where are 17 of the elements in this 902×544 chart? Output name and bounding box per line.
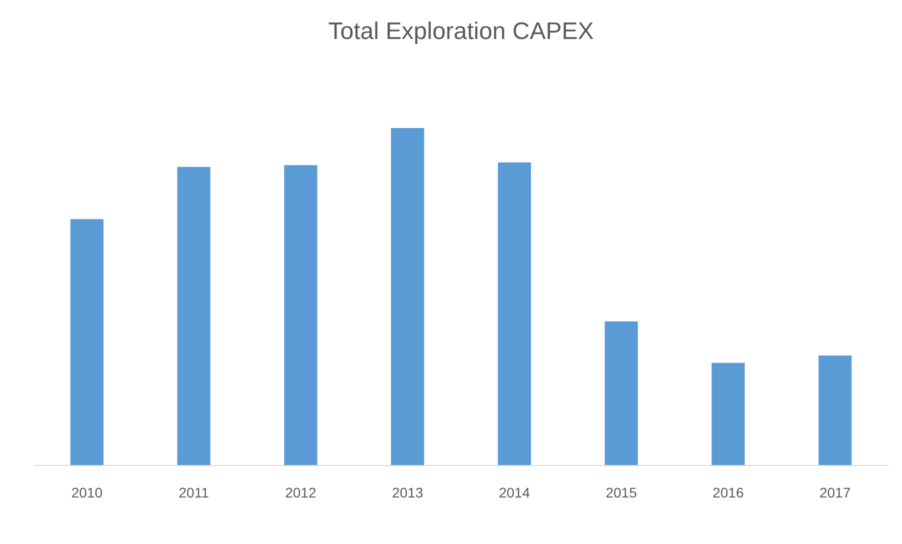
x-tick-label: 2017 <box>819 484 851 500</box>
bar <box>498 162 532 466</box>
bar <box>284 165 318 466</box>
bar <box>818 355 852 466</box>
bar <box>712 362 745 466</box>
x-tick-label: 2014 <box>498 484 530 500</box>
bar <box>604 321 638 466</box>
x-tick-label: 2011 <box>178 484 210 500</box>
x-tick-label: 2016 <box>712 484 744 500</box>
bar <box>390 128 424 466</box>
chart-title: Total Exploration CAPEX <box>328 18 594 45</box>
bar <box>177 166 210 466</box>
x-tick-label: 2015 <box>606 484 638 500</box>
x-tick-label: 2010 <box>71 484 103 500</box>
bar <box>70 219 104 466</box>
x-tick-label: 2012 <box>285 484 316 500</box>
x-tick-label: 2013 <box>392 484 424 500</box>
